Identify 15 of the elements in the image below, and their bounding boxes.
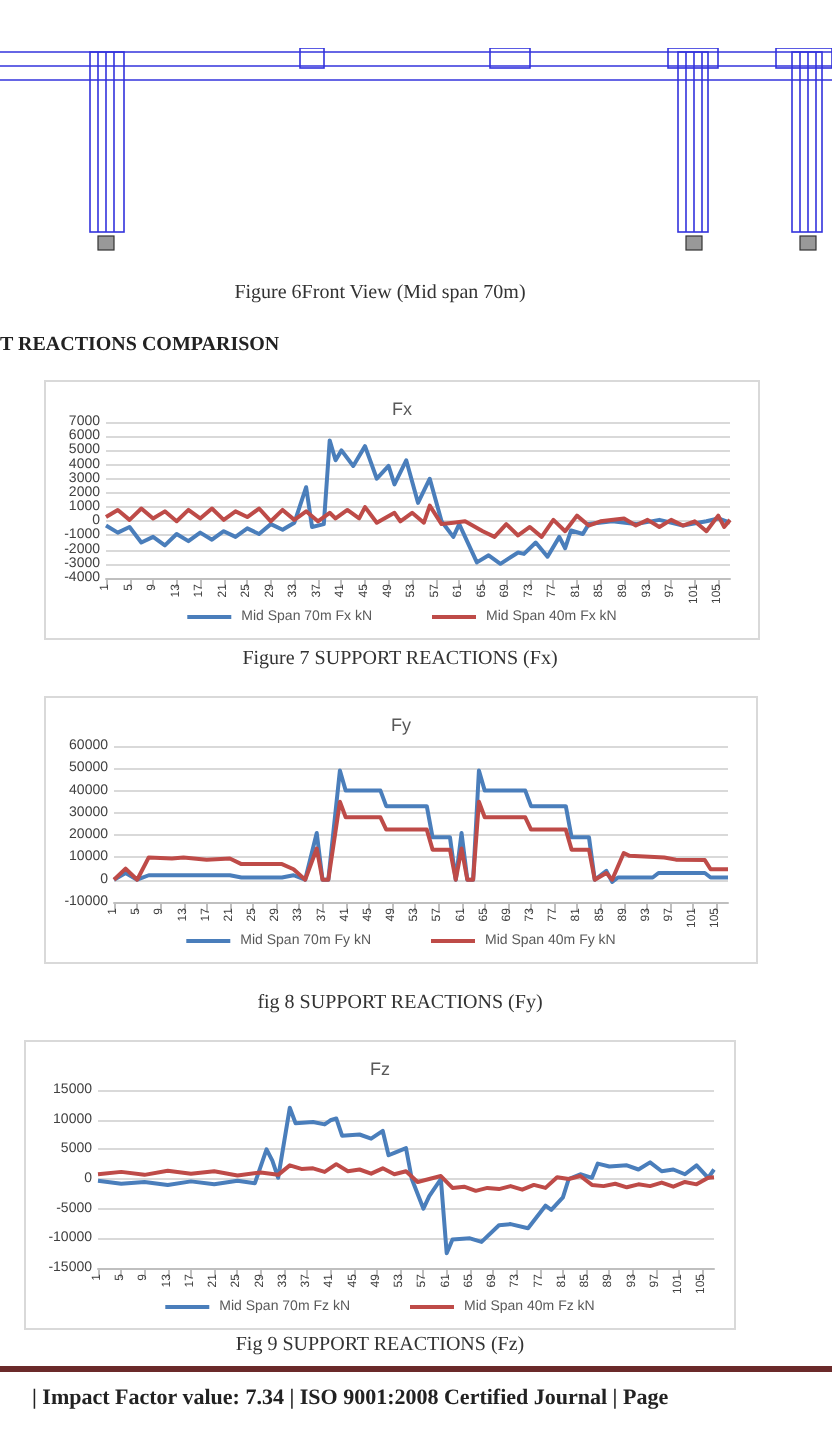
text: | Impact Factor value: 7.34 | ISO 9001:2008 Certified Journal | Page bbox=[32, 1386, 669, 1410]
line-series bbox=[96, 1105, 716, 1256]
line-series bbox=[112, 768, 730, 884]
text: T REACTIONS COMPARISON bbox=[0, 334, 280, 356]
line-series bbox=[112, 799, 730, 882]
caption: Figure 6Front View (Mid span 70m) bbox=[232, 282, 528, 304]
chart-title: Fx bbox=[392, 399, 413, 419]
caption: Figure 7 SUPPORT REACTIONS (Fx) bbox=[240, 648, 560, 670]
line-series bbox=[104, 503, 732, 539]
line-series bbox=[96, 1162, 716, 1193]
line-series bbox=[104, 438, 732, 566]
caption: fig 8 SUPPORT REACTIONS (Fy) bbox=[255, 992, 545, 1014]
chart-title: Fy bbox=[391, 715, 412, 735]
chart-title: Fz bbox=[370, 1059, 391, 1079]
caption: Fig 9 SUPPORT REACTIONS (Fz) bbox=[233, 1334, 527, 1356]
